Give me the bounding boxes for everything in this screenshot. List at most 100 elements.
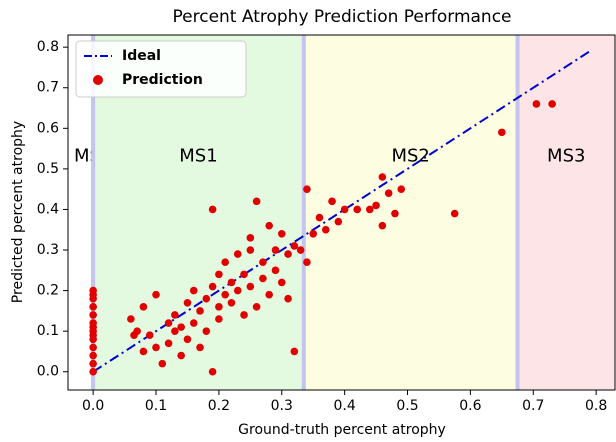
point	[450, 209, 459, 218]
point	[328, 197, 336, 206]
x-tick-label: 0.2	[208, 398, 230, 414]
point	[296, 246, 305, 254]
point	[89, 323, 97, 331]
point	[89, 290, 97, 299]
point	[240, 270, 248, 279]
point	[284, 250, 292, 258]
point	[164, 339, 173, 348]
point	[290, 242, 299, 250]
legend-swatch	[93, 75, 103, 85]
point	[152, 343, 160, 352]
y-tick-label: 0.4	[37, 201, 59, 217]
point	[271, 266, 280, 275]
point	[183, 335, 192, 344]
point	[233, 250, 242, 258]
point	[196, 307, 204, 315]
point	[89, 359, 97, 368]
point	[202, 327, 211, 335]
region	[517, 35, 615, 390]
point	[171, 327, 179, 335]
point	[365, 205, 374, 214]
point	[340, 205, 349, 214]
y-tick-label: 0.3	[37, 242, 59, 258]
point	[145, 331, 154, 340]
y-tick-label: 0.8	[37, 39, 59, 55]
point	[548, 100, 556, 108]
point	[246, 282, 255, 291]
legend-label: Prediction	[122, 72, 203, 88]
point	[397, 185, 406, 193]
point	[177, 323, 185, 331]
point	[265, 221, 273, 230]
point	[171, 311, 179, 319]
point	[309, 230, 318, 238]
point	[259, 274, 267, 283]
point	[89, 343, 97, 352]
point	[233, 286, 242, 295]
point	[208, 367, 217, 376]
point	[532, 100, 541, 108]
point	[89, 367, 97, 376]
point	[391, 209, 399, 218]
point	[353, 205, 362, 214]
y-tick-label: 0.0	[37, 364, 59, 380]
point	[271, 246, 280, 254]
x-tick-label: 0.7	[522, 398, 544, 414]
point	[498, 128, 506, 137]
x-tick-label: 0.1	[145, 398, 167, 414]
point	[246, 246, 255, 254]
point	[139, 347, 148, 356]
point	[315, 213, 324, 222]
legend: Ideal Prediction	[75, 40, 247, 98]
point	[321, 225, 330, 234]
x-tick-label: 0.4	[334, 398, 356, 414]
x-tick-label: 0.0	[82, 398, 104, 414]
point	[221, 258, 229, 267]
point	[89, 311, 97, 319]
region-label: MS3	[547, 146, 585, 167]
point	[177, 351, 185, 360]
y-tick-label: 0.7	[37, 80, 59, 96]
point	[334, 217, 343, 226]
legend-label: Ideal	[122, 48, 161, 64]
point	[303, 258, 311, 267]
point	[303, 185, 311, 193]
x-tick-label: 0.8	[585, 398, 607, 414]
point	[252, 197, 261, 206]
point	[227, 278, 236, 287]
point	[384, 189, 393, 198]
point	[208, 282, 217, 291]
point	[277, 278, 286, 287]
x-tick-label: 0.5	[396, 398, 418, 414]
y-tick-label: 0.6	[37, 120, 59, 136]
point	[252, 303, 261, 311]
point	[378, 173, 387, 181]
point	[240, 311, 248, 319]
y-axis-label: Predicted percent atrophy	[10, 121, 26, 303]
point	[372, 201, 380, 210]
point	[183, 298, 192, 307]
point	[127, 315, 135, 323]
point	[189, 319, 198, 327]
point	[265, 290, 273, 299]
y-tick-label: 0.2	[37, 283, 59, 299]
legend-box	[75, 40, 247, 98]
point	[158, 359, 167, 368]
point	[246, 234, 255, 242]
point	[89, 331, 97, 340]
point	[215, 315, 223, 323]
point	[284, 294, 292, 303]
region-label: MS1	[179, 146, 217, 167]
chart-title: Percent Atrophy Prediction Performance	[173, 7, 512, 27]
y-tick-label: 0.1	[37, 323, 59, 339]
point	[277, 230, 286, 238]
point	[259, 258, 267, 267]
point	[133, 327, 141, 335]
plot-frame	[67, 34, 616, 391]
point	[378, 221, 387, 230]
point	[152, 290, 160, 299]
x-tick-label: 0.3	[271, 398, 293, 414]
point	[89, 351, 97, 360]
point	[215, 303, 223, 311]
x-tick-label: 0.6	[459, 398, 481, 414]
